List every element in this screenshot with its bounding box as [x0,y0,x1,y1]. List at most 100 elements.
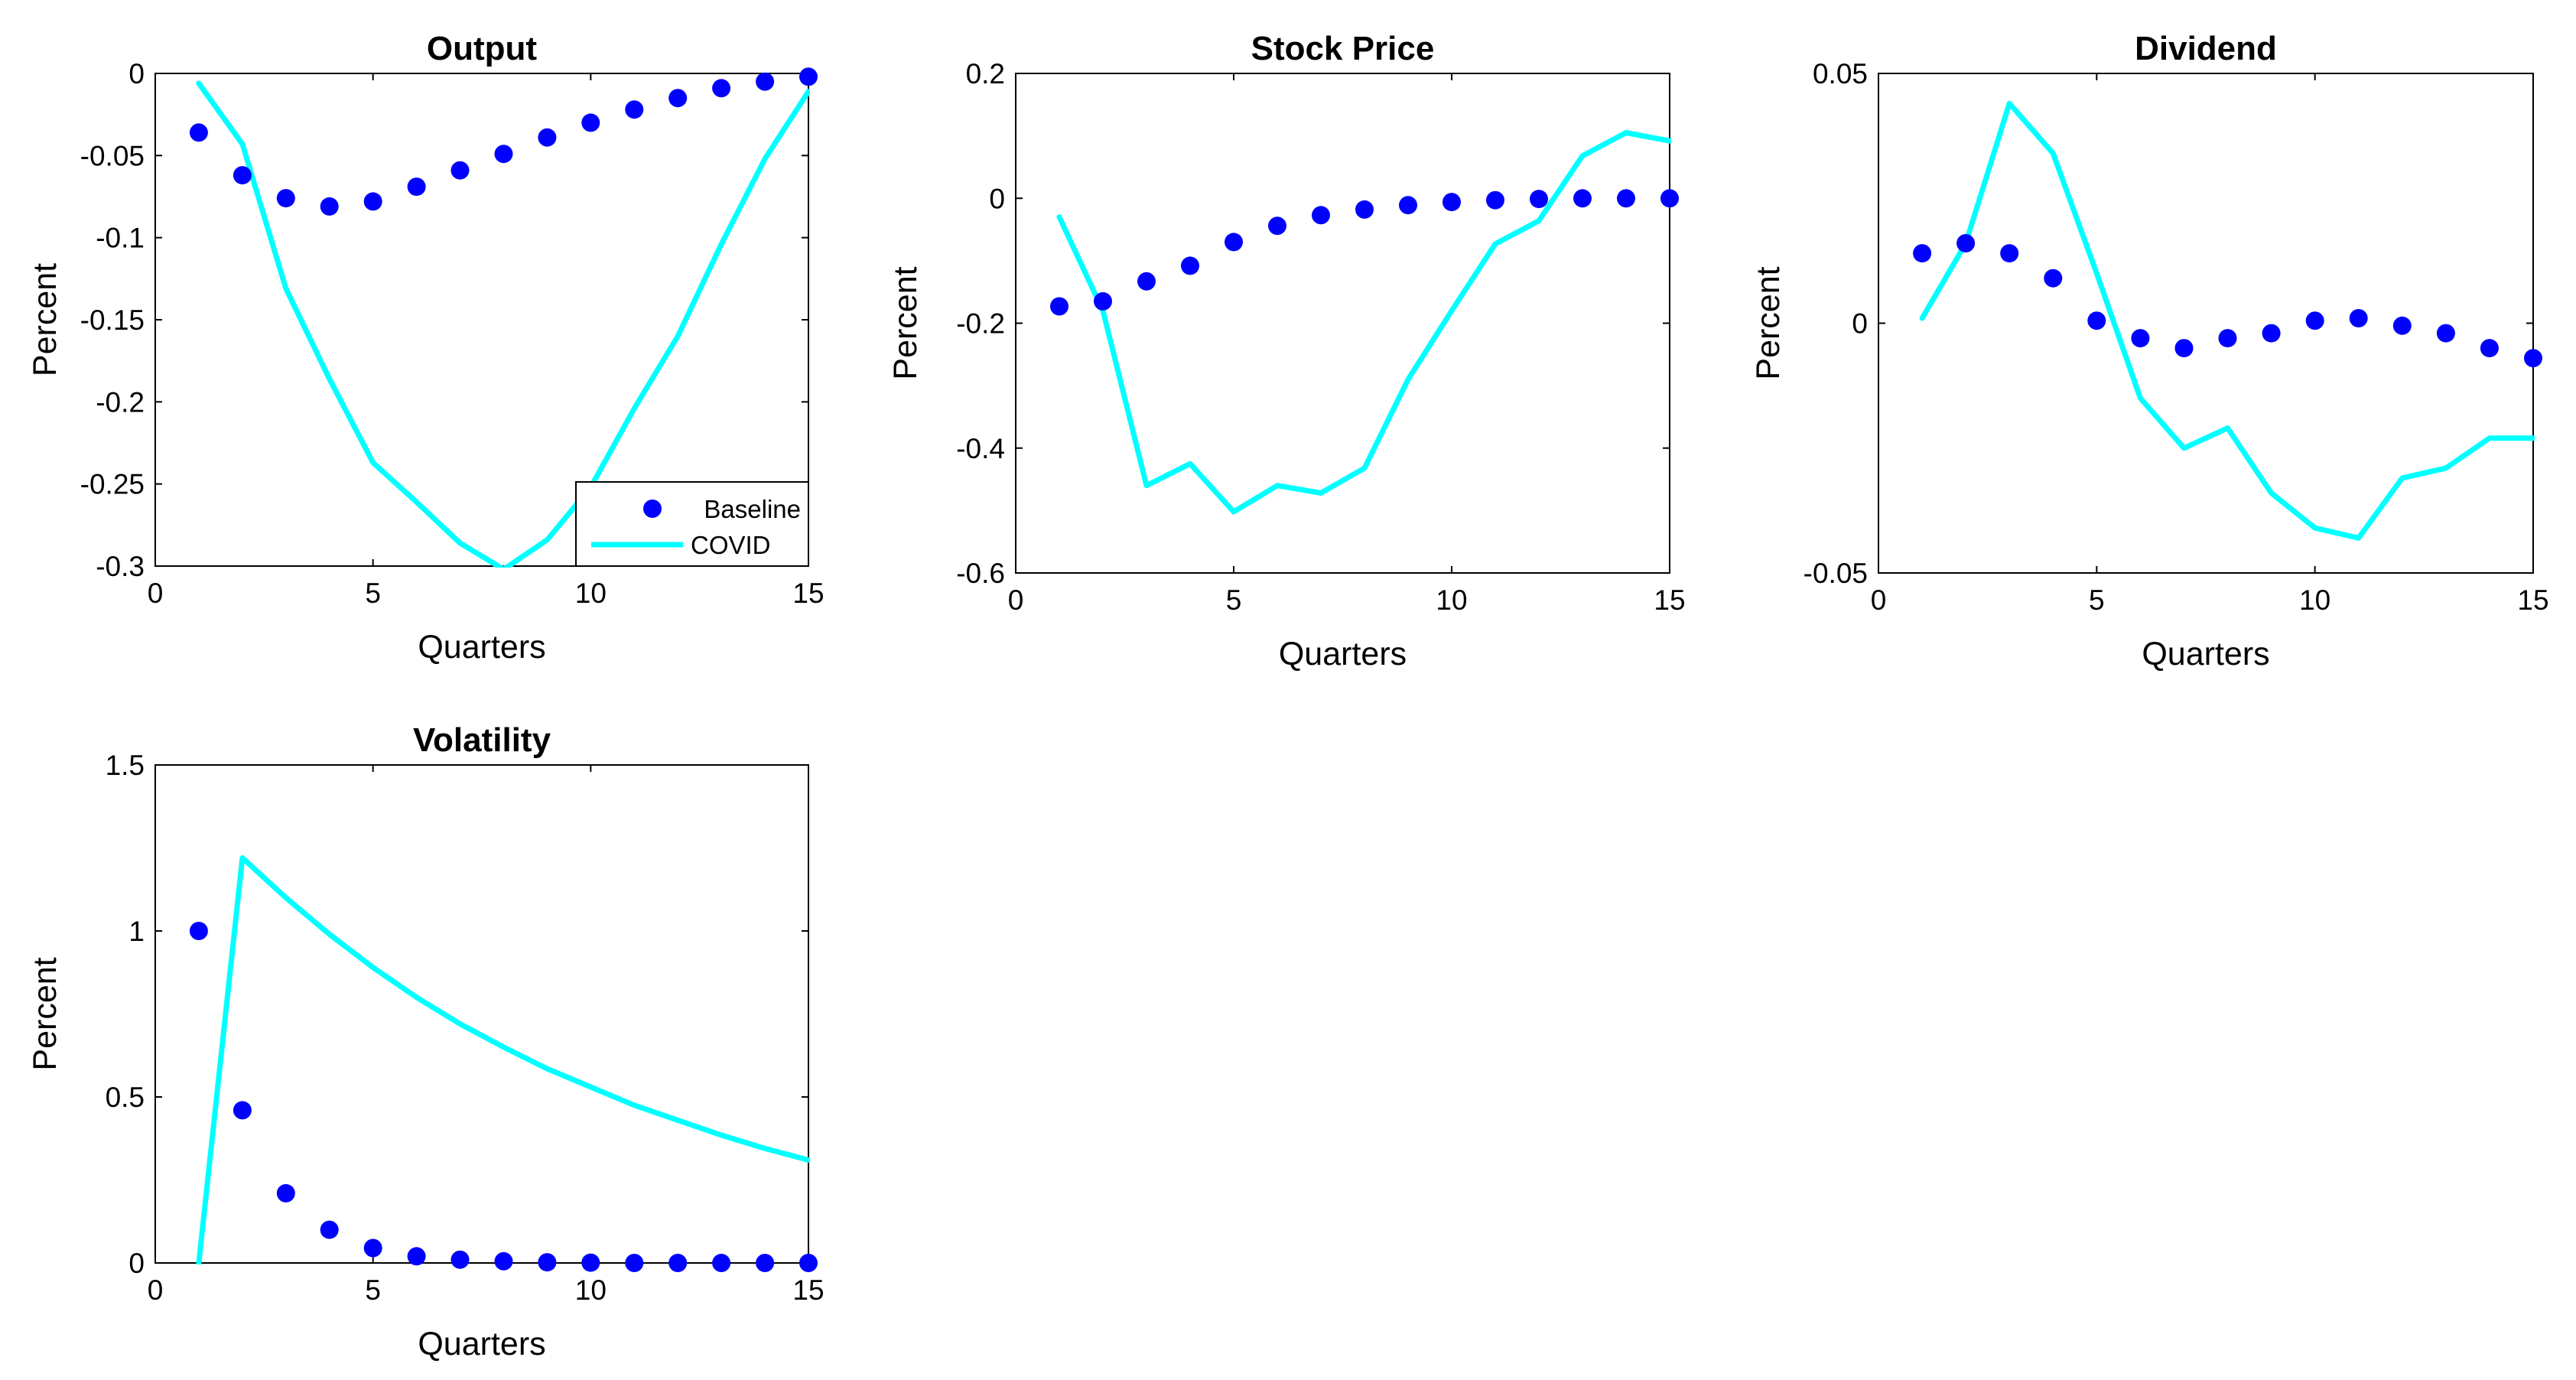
x-tick-label-volatility: 15 [792,1274,824,1306]
data-layer-stock-price [1056,130,1671,515]
marker-baseline-dividend [2436,324,2455,343]
y-axis-label-volatility: Percent [27,957,63,1070]
series-line-covid-volatility [196,855,810,1264]
marker-baseline-output [494,145,513,164]
marker-baseline-volatility [756,1254,775,1272]
marker-baseline-volatility [363,1238,382,1258]
marker-baseline-output [712,79,731,98]
y-tick-label-output: -0.3 [96,551,145,582]
marker-baseline-volatility [581,1253,600,1272]
marker-baseline-volatility [450,1250,470,1269]
marker-baseline-stock-price [1573,189,1592,208]
marker-baseline-dividend [2044,269,2063,288]
marker-baseline-dividend [2131,329,2150,348]
axes-box-stock-price [1015,73,1670,574]
axes-box-dividend [1878,73,2534,574]
marker-baseline-dividend [1956,234,1976,252]
y-axis-label-output: Percent [27,263,63,376]
marker-baseline-volatility [712,1254,731,1272]
chart-title-stock-price: Stock Price [1251,30,1435,67]
x-tick-label-dividend: 15 [2517,584,2548,616]
chart-title-volatility: Volatility [413,721,551,759]
y-tick-label-output: -0.25 [80,469,145,500]
series-line-covid-dividend [1919,100,2535,541]
marker-baseline-dividend [2218,329,2237,348]
marker-baseline-stock-price [1094,291,1112,311]
x-tick-label-stock-price: 5 [1226,584,1242,616]
axes-box-volatility [154,764,809,1264]
marker-baseline-volatility [538,1253,557,1272]
marker-baseline-output [450,161,470,180]
legend-label-covid: COVID [691,531,771,559]
x-axis-label-volatility: Quarters [418,1326,545,1362]
marker-baseline-dividend [1913,244,1932,263]
marker-baseline-dividend [2000,244,2019,263]
legend-marker-baseline [643,500,662,518]
y-tick-label-stock-price: -0.2 [956,308,1005,340]
y-tick-label-dividend: 0.05 [1813,58,1868,90]
marker-baseline-output [668,89,688,108]
legend-output: Baseline COVID [575,481,809,567]
x-tick-label-stock-price: 15 [1654,584,1685,616]
x-tick-label-dividend: 10 [2299,584,2330,616]
y-axis-label-stock-price: Percent [887,266,924,379]
x-tick-label-dividend: 5 [2089,584,2105,616]
marker-baseline-dividend [2262,324,2281,343]
x-tick-label-output: 0 [148,578,164,609]
y-tick-label-dividend: -0.05 [1804,558,1868,589]
marker-baseline-volatility [668,1254,688,1272]
marker-baseline-dividend [2349,309,2368,327]
y-tick-label-output: -0.1 [96,223,145,254]
marker-baseline-output [233,166,252,185]
data-layer-volatility [196,855,810,1264]
data-layer-output [196,80,810,568]
marker-baseline-dividend [2305,311,2324,330]
marker-baseline-output [538,128,557,147]
marker-baseline-output [189,123,208,142]
marker-baseline-output [581,113,600,132]
marker-baseline-stock-price [1530,190,1548,209]
x-axis-label-stock-price: Quarters [1279,636,1407,672]
x-tick-label-volatility: 5 [365,1274,381,1306]
marker-baseline-output [276,189,295,208]
x-tick-label-volatility: 10 [575,1274,607,1306]
panels: 0 5 10 150-0.05-0.1-0.15-0.2-0.25-0.3Output… [27,30,2549,1362]
marker-baseline-volatility [233,1101,252,1120]
marker-baseline-dividend [2174,339,2194,358]
marker-baseline-output [756,72,775,91]
marker-baseline-output [625,100,644,119]
marker-baseline-stock-price [1050,297,1068,316]
marker-baseline-output [363,192,382,211]
marker-baseline-stock-price [1355,200,1374,219]
x-axis-label-dividend: Quarters [2142,636,2269,672]
marker-baseline-volatility [625,1254,644,1272]
x-tick-label-output: 10 [575,578,607,609]
marker-baseline-stock-price [1617,189,1635,208]
y-tick-label-volatility: 0 [128,1248,145,1279]
marker-baseline-dividend [2392,316,2412,335]
panel-stock-price: 0 5 10 15 0.2 0 -0.2 -0.4 -0.6 Stock Price Quarter… [887,30,1686,672]
x-tick-label-output: 5 [365,578,381,609]
series-line-covid-output [196,80,810,568]
marker-baseline-dividend [2480,339,2499,358]
x-axis-label-output: Quarters [418,629,545,666]
panel-output: 0 5 10 15 0 -0.05 -0.1 -0.15 -0.2 -0.25 -0.3 Output… [27,30,825,666]
x-tick-label-output: 15 [792,578,824,609]
marker-baseline-stock-price [1268,216,1286,236]
y-tick-label-stock-price: 0 [989,183,1005,214]
marker-baseline-volatility [407,1247,426,1266]
marker-baseline-stock-price [1442,193,1461,212]
marker-baseline-output [799,67,818,86]
y-tick-label-volatility: 0.5 [106,1082,145,1113]
y-tick-label-stock-price: 0.2 [966,58,1005,90]
x-tick-label-stock-price: 10 [1436,584,1467,616]
y-tick-label-dividend: 0 [1852,308,1868,340]
y-tick-label-stock-price: -0.4 [956,433,1005,464]
marker-baseline-volatility [276,1183,295,1203]
series-line-covid-stock-price [1056,130,1671,515]
y-tick-label-volatility: 1 [128,916,145,947]
y-tick-label-output: -0.2 [96,386,145,418]
y-tick-label-output: 0 [128,58,145,90]
